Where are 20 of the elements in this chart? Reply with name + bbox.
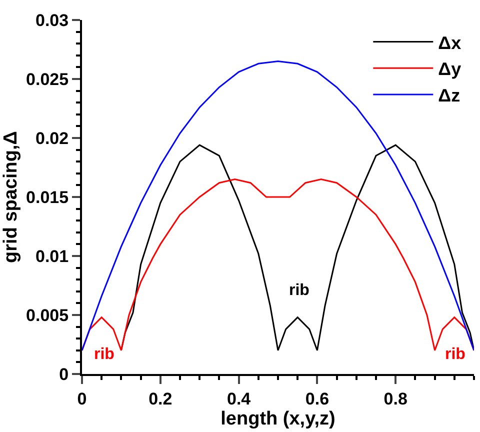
y-tick-label: 0.025 bbox=[26, 70, 69, 89]
y-tick-label: 0.005 bbox=[26, 306, 69, 325]
legend-label: Δy bbox=[438, 59, 462, 80]
annotation: rib bbox=[289, 282, 310, 299]
x-tick-label: 0.2 bbox=[148, 389, 172, 408]
annotation: rib bbox=[94, 346, 115, 363]
x-tick-label: 0.4 bbox=[226, 389, 252, 408]
y-tick-label: 0.015 bbox=[26, 188, 69, 207]
x-axis-title: length (x,y,z) bbox=[220, 408, 336, 430]
y-tick-label: 0 bbox=[59, 364, 69, 384]
x-tick-label: 0.6 bbox=[305, 389, 330, 408]
y-tick-label: 0.02 bbox=[36, 128, 69, 148]
y-tick-label: 0.03 bbox=[36, 10, 69, 30]
legend-label: Δz bbox=[438, 86, 460, 106]
y-axis-title: grid spacing,Δ bbox=[0, 131, 22, 263]
legend-label: Δx bbox=[438, 32, 462, 53]
annotation: rib bbox=[445, 346, 466, 363]
y-tick-label: 0.01 bbox=[36, 246, 69, 266]
x-tick-label: 0 bbox=[77, 389, 87, 408]
x-tick-label: 0.8 bbox=[384, 389, 408, 408]
